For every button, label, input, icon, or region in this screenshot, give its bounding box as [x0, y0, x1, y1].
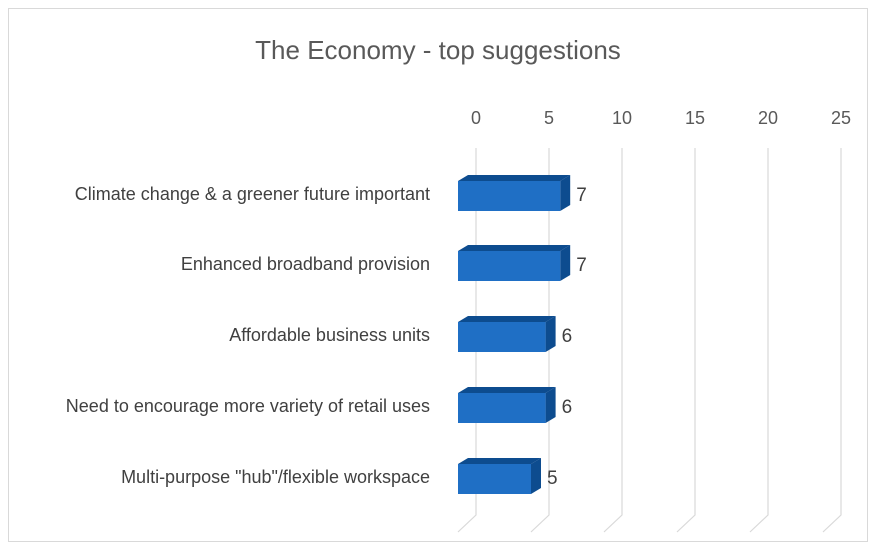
category-label: Multi-purpose "hub"/flexible workspace [121, 467, 430, 487]
bar-side [545, 387, 556, 423]
category-label: Need to encourage more variety of retail… [65, 396, 430, 416]
bar-top [458, 245, 571, 251]
bar-top [458, 175, 571, 181]
data-label: 7 [576, 255, 587, 276]
x-tick-label: 20 [758, 108, 778, 128]
bar [458, 393, 546, 423]
category-label: Affordable business units [229, 325, 430, 345]
bar-top [458, 316, 556, 322]
bar-side [560, 245, 571, 281]
category-label: Enhanced broadband provision [180, 254, 430, 274]
chart-title: The Economy - top suggestions [255, 35, 621, 65]
data-label: 5 [547, 468, 558, 489]
x-tick-label: 5 [544, 108, 554, 128]
bar [458, 181, 561, 211]
bar-top [458, 387, 556, 393]
gridline-15 [676, 148, 696, 533]
chart-area: The Economy - top suggestions [8, 8, 868, 542]
gridline-25 [822, 148, 842, 533]
bar [458, 251, 561, 281]
bar-side [545, 316, 556, 352]
bar-side [531, 458, 541, 494]
x-tick-label: 25 [831, 108, 851, 128]
x-tick-label: 0 [471, 108, 481, 128]
gridline-20 [749, 148, 769, 533]
bar [458, 464, 531, 494]
x-tick-label: 15 [685, 108, 705, 128]
bar [458, 322, 546, 352]
gridline-10 [603, 148, 623, 533]
bar-top [458, 458, 541, 464]
data-label: 6 [562, 326, 573, 347]
data-label: 7 [576, 185, 587, 206]
x-tick-label: 10 [612, 108, 632, 128]
category-label: Climate change & a greener future import… [74, 184, 430, 204]
bar-side [560, 175, 571, 211]
data-label: 6 [562, 397, 573, 418]
